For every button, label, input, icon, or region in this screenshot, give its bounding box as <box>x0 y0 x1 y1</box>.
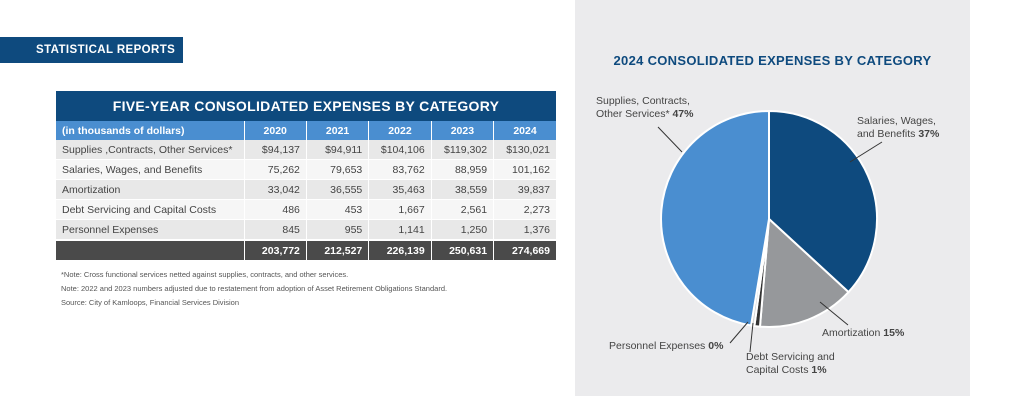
table-cell: 79,653 <box>306 159 370 180</box>
total-label <box>56 239 245 261</box>
table-cell: $94,137 <box>244 140 307 160</box>
table-cell: 75,262 <box>244 159 307 180</box>
label-text: Amortization <box>822 327 881 339</box>
table-cell: 33,042 <box>244 179 307 200</box>
table-row: Salaries, Wages, and Benefits 75,262 79,… <box>56 159 556 180</box>
table-row: Debt Servicing and Capital Costs 486 453… <box>56 199 556 220</box>
label-supplies: Supplies, Contracts, Other Services* 47% <box>596 95 693 121</box>
column-header: 2022 <box>368 121 432 140</box>
total-cell: 203,772 <box>244 239 307 261</box>
label-text: Personnel Expenses <box>609 340 706 352</box>
table-cell: $119,302 <box>431 140 495 160</box>
table-cell: 101,162 <box>493 159 556 180</box>
row-label: Supplies ,Contracts, Other Services* <box>56 140 245 160</box>
note-line: Note: 2022 and 2023 numbers adjusted due… <box>61 284 448 293</box>
label-text: Supplies, Contracts, <box>596 95 690 107</box>
table-cell: 39,837 <box>493 179 556 200</box>
table-cell: 2,561 <box>431 199 495 220</box>
leader-line-amortization <box>819 301 849 326</box>
table-row: Personnel Expenses 845 955 1,141 1,250 1… <box>56 219 556 241</box>
slice-salaries <box>768 109 878 294</box>
label-text: Debt Servicing and <box>746 351 835 363</box>
section-badge: STATISTICAL REPORTS <box>0 37 183 63</box>
row-label: Debt Servicing and Capital Costs <box>56 199 245 220</box>
label-debt: Debt Servicing and Capital Costs 1% <box>746 351 835 377</box>
table-header-row: (in thousands of dollars) 2020 2021 2022… <box>56 121 556 140</box>
label-text: Capital Costs <box>746 364 809 376</box>
chart-title: 2024 CONSOLIDATED EXPENSES BY CATEGORY <box>613 53 932 68</box>
table-cell: 83,762 <box>368 159 432 180</box>
table-cell: 1,141 <box>368 219 432 241</box>
table-cell: $130,021 <box>493 140 556 160</box>
table-cell: 1,667 <box>368 199 432 220</box>
table-cell: 88,959 <box>431 159 495 180</box>
table-cell: 36,555 <box>306 179 370 200</box>
expenses-table-section: FIVE-YEAR CONSOLIDATED EXPENSES BY CATEG… <box>56 91 556 261</box>
label-amortization: Amortization 15% <box>822 327 904 340</box>
table-title: FIVE-YEAR CONSOLIDATED EXPENSES BY CATEG… <box>56 91 556 121</box>
table-cell: 38,559 <box>431 179 495 200</box>
total-cell: 212,527 <box>306 239 370 261</box>
table-row: Supplies ,Contracts, Other Services* $94… <box>56 140 556 160</box>
note-line: *Note: Cross functional services netted … <box>61 270 349 279</box>
label-percent: 15% <box>883 327 905 339</box>
label-text: and Benefits <box>857 128 916 140</box>
table-cell: $94,911 <box>306 140 370 160</box>
expenses-table: (in thousands of dollars) 2020 2021 2022… <box>56 121 556 261</box>
table-cell: 35,463 <box>368 179 432 200</box>
column-header: (in thousands of dollars) <box>56 121 245 140</box>
table-row: Amortization 33,042 36,555 35,463 38,559… <box>56 179 556 200</box>
column-header: 2020 <box>244 121 307 140</box>
label-percent: 0% <box>708 340 724 352</box>
slice-amortization <box>758 216 850 328</box>
label-salaries: Salaries, Wages, and Benefits 37% <box>857 115 939 141</box>
total-cell: 250,631 <box>431 239 495 261</box>
column-header: 2024 <box>493 121 556 140</box>
table-total-row: 203,772 212,527 226,139 250,631 274,669 <box>56 239 556 261</box>
row-label: Amortization <box>56 179 245 200</box>
total-cell: 226,139 <box>368 239 432 261</box>
total-cell: 274,669 <box>493 239 556 261</box>
table-cell: 845 <box>244 219 307 241</box>
leader-line-personnel <box>729 321 749 344</box>
label-personnel: Personnel Expenses 0% <box>609 340 723 353</box>
label-percent: 47% <box>672 108 694 120</box>
table-notes: *Note: Cross functional services netted … <box>61 268 447 310</box>
column-header: 2021 <box>306 121 370 140</box>
column-header: 2023 <box>431 121 495 140</box>
note-line: Source: City of Kamloops, Financial Serv… <box>61 298 239 307</box>
leader-line-debt <box>749 322 754 353</box>
slice-supplies <box>660 109 770 327</box>
leader-line-supplies <box>657 126 683 153</box>
table-cell: 2,273 <box>493 199 556 220</box>
table-cell: 453 <box>306 199 370 220</box>
leader-line-salaries <box>849 141 883 163</box>
table-cell: $104,106 <box>368 140 432 160</box>
label-percent: 37% <box>918 128 940 140</box>
table-cell: 1,376 <box>493 219 556 241</box>
row-label: Salaries, Wages, and Benefits <box>56 159 245 180</box>
table-cell: 486 <box>244 199 307 220</box>
label-text: Salaries, Wages, <box>857 115 936 127</box>
label-percent: 1% <box>811 364 827 376</box>
label-text: Other Services* <box>596 108 670 120</box>
